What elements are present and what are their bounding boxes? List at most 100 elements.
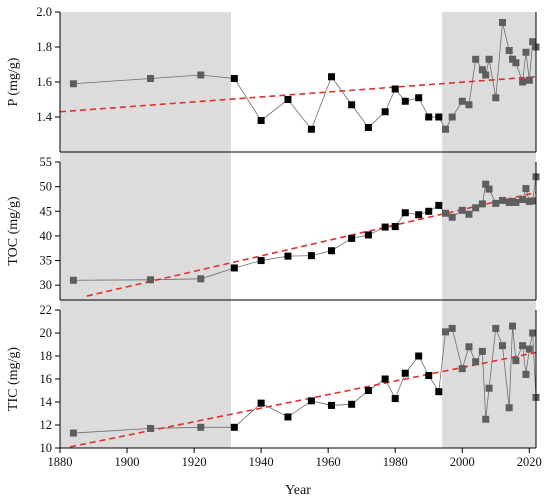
data-point-panel-3 — [458, 365, 466, 373]
x-tick-label: 1920 — [182, 455, 207, 469]
y-tick-label-panel-3: 14 — [40, 395, 53, 409]
data-point-panel-2 — [307, 252, 315, 260]
data-point-panel-3 — [284, 413, 292, 421]
data-point-panel-1 — [458, 97, 466, 105]
x-axis-label: Year — [285, 483, 311, 498]
data-point-panel-3 — [525, 345, 533, 353]
data-point-panel-3 — [415, 352, 423, 360]
data-point-panel-2 — [478, 200, 486, 208]
data-point-panel-3 — [435, 388, 443, 396]
data-point-panel-3 — [441, 328, 449, 336]
data-point-panel-1 — [425, 113, 433, 121]
data-point-panel-1 — [498, 19, 506, 26]
data-point-panel-3 — [328, 401, 336, 409]
data-point-panel-3 — [381, 375, 389, 383]
data-point-panel-2 — [498, 196, 506, 204]
data-point-panel-3 — [492, 324, 500, 332]
x-tick-label: 1960 — [316, 455, 341, 469]
y-tick-label-panel-3: 12 — [40, 418, 53, 432]
y-axis-label-panel-2: TOC (mg/g) — [6, 196, 21, 266]
y-tick-label-panel-1: 2.0 — [36, 5, 52, 19]
data-point-panel-3 — [529, 329, 537, 337]
data-point-panel-3 — [348, 400, 356, 408]
data-point-panel-2 — [425, 207, 433, 215]
y-axis-label-panel-3: TIC (mg/g) — [6, 347, 21, 411]
data-point-panel-3 — [509, 322, 517, 330]
data-point-panel-2 — [147, 276, 155, 284]
data-point-panel-2 — [485, 185, 493, 193]
y-tick-label-panel-3: 22 — [40, 303, 53, 317]
data-point-panel-1 — [391, 85, 399, 93]
y-axis-label-panel-1: P (mg/g) — [6, 57, 21, 106]
data-point-panel-3 — [448, 324, 456, 332]
data-point-panel-1 — [364, 124, 372, 131]
data-point-panel-2 — [415, 211, 423, 219]
data-point-panel-3 — [425, 372, 433, 380]
data-point-panel-2 — [435, 201, 443, 209]
x-tick-label: 1900 — [115, 455, 140, 469]
data-point-panel-2 — [364, 231, 372, 239]
data-point-panel-1 — [478, 66, 486, 74]
data-point-panel-3 — [147, 424, 155, 432]
data-point-panel-2 — [529, 197, 537, 205]
data-point-panel-1 — [448, 113, 456, 121]
data-point-panel-1 — [485, 55, 493, 63]
data-point-panel-3 — [230, 423, 238, 431]
data-point-panel-2 — [257, 257, 265, 265]
data-point-panel-1 — [381, 108, 389, 116]
x-tick-label: 1880 — [48, 455, 73, 469]
x-tick-label: 2000 — [450, 455, 475, 469]
data-point-panel-2 — [328, 247, 336, 255]
data-point-panel-3 — [307, 397, 315, 405]
y-tick-label-panel-3: 20 — [40, 326, 53, 340]
data-point-panel-2 — [519, 195, 527, 203]
data-point-panel-2 — [401, 209, 409, 217]
y-tick-label-panel-3: 18 — [40, 349, 53, 363]
data-point-panel-2 — [482, 180, 490, 188]
data-point-panel-1 — [435, 113, 443, 121]
shaded-regions — [60, 12, 536, 448]
data-point-panel-2 — [348, 234, 356, 242]
y-tick-label-panel-1: 1.8 — [36, 40, 52, 54]
data-point-panel-1 — [505, 47, 513, 54]
data-point-panel-2 — [458, 206, 466, 214]
data-point-panel-1 — [230, 75, 238, 82]
data-point-panel-3 — [522, 370, 530, 378]
data-point-panel-1 — [69, 80, 77, 88]
data-point-panel-1 — [197, 71, 205, 79]
y-tick-label-panel-2: 55 — [40, 155, 53, 169]
data-point-panel-2 — [465, 210, 473, 218]
data-point-panel-2 — [472, 204, 480, 212]
data-point-panel-1 — [482, 71, 490, 79]
y-tick-label-panel-2: 35 — [40, 254, 53, 268]
x-tick-label: 2020 — [517, 455, 542, 469]
y-tick-label-panel-3: 16 — [40, 372, 53, 386]
y-tick-label-panel-1: 1.6 — [36, 75, 52, 89]
data-point-panel-2 — [197, 275, 205, 283]
data-point-panel-3 — [391, 395, 399, 403]
data-point-panel-1 — [512, 59, 520, 67]
data-point-panel-3 — [512, 357, 520, 365]
data-point-panel-1 — [522, 48, 530, 56]
data-point-panel-3 — [482, 415, 490, 423]
data-point-panel-3 — [69, 429, 77, 437]
data-point-panel-3 — [485, 384, 493, 392]
data-point-panel-3 — [364, 387, 372, 394]
shaded-region-1 — [60, 12, 231, 448]
data-point-panel-2 — [512, 198, 520, 206]
y-tick-label-panel-2: 45 — [40, 204, 53, 218]
data-point-panel-3 — [472, 358, 480, 366]
data-point-panel-1 — [529, 38, 537, 46]
data-point-panel-2 — [230, 264, 238, 272]
data-point-panel-1 — [401, 97, 409, 105]
data-point-panel-1 — [465, 101, 473, 109]
axes: 1.4 1.6 1.8 2.0 P (mg/g) 30 35 40 45 50 55 TOC (mg/… — [6, 5, 542, 469]
y-tick-label-panel-1: 1.4 — [36, 110, 52, 124]
data-point-panel-3 — [478, 347, 486, 355]
data-point-panel-2 — [492, 199, 500, 207]
y-tick-label-panel-2: 40 — [40, 229, 53, 243]
data-point-panel-3 — [465, 343, 473, 351]
data-point-panel-1 — [441, 125, 449, 133]
